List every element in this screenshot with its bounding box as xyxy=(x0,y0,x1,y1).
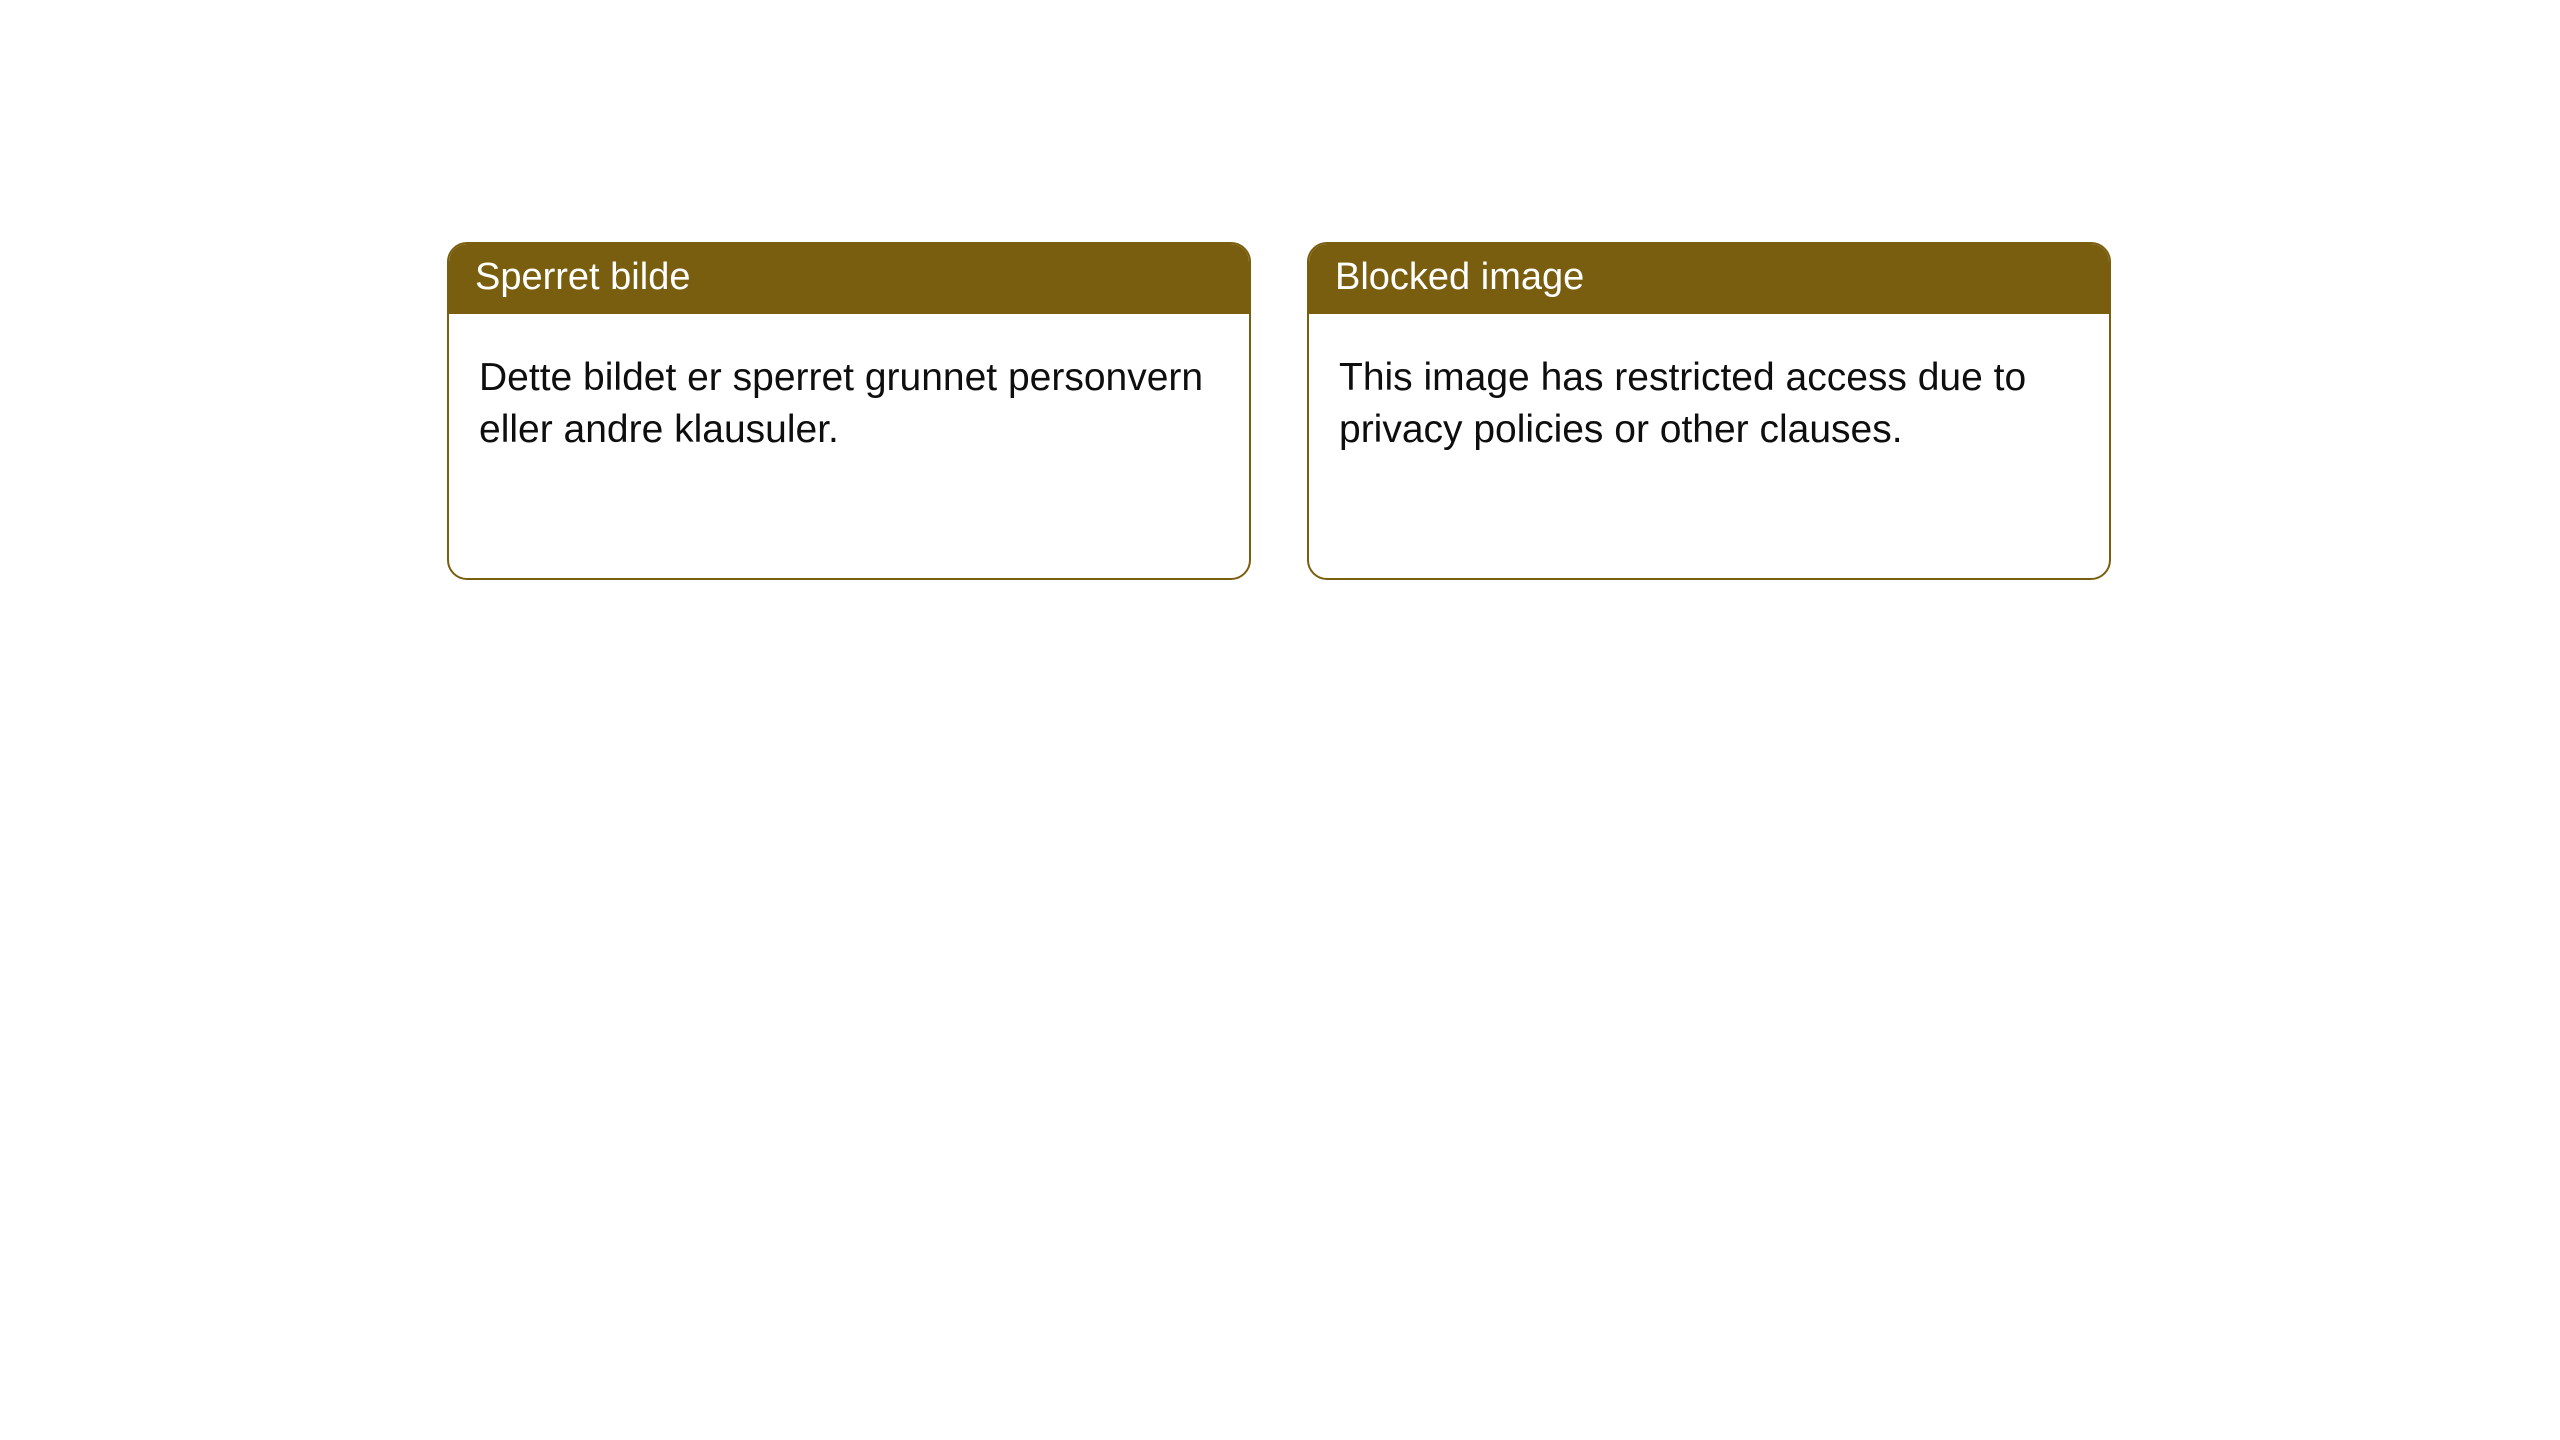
blocked-image-card-en: Blocked image This image has restricted … xyxy=(1307,242,2111,580)
card-body-text: This image has restricted access due to … xyxy=(1339,356,2026,451)
card-header: Blocked image xyxy=(1309,244,2109,314)
card-body: This image has restricted access due to … xyxy=(1309,314,2109,487)
card-body: Dette bildet er sperret grunnet personve… xyxy=(449,314,1249,487)
card-title: Sperret bilde xyxy=(475,256,690,298)
card-header: Sperret bilde xyxy=(449,244,1249,314)
blocked-image-notice-container: Sperret bilde Dette bildet er sperret gr… xyxy=(447,242,2111,580)
card-title: Blocked image xyxy=(1335,256,1584,298)
blocked-image-card-no: Sperret bilde Dette bildet er sperret gr… xyxy=(447,242,1251,580)
card-body-text: Dette bildet er sperret grunnet personve… xyxy=(479,356,1203,451)
